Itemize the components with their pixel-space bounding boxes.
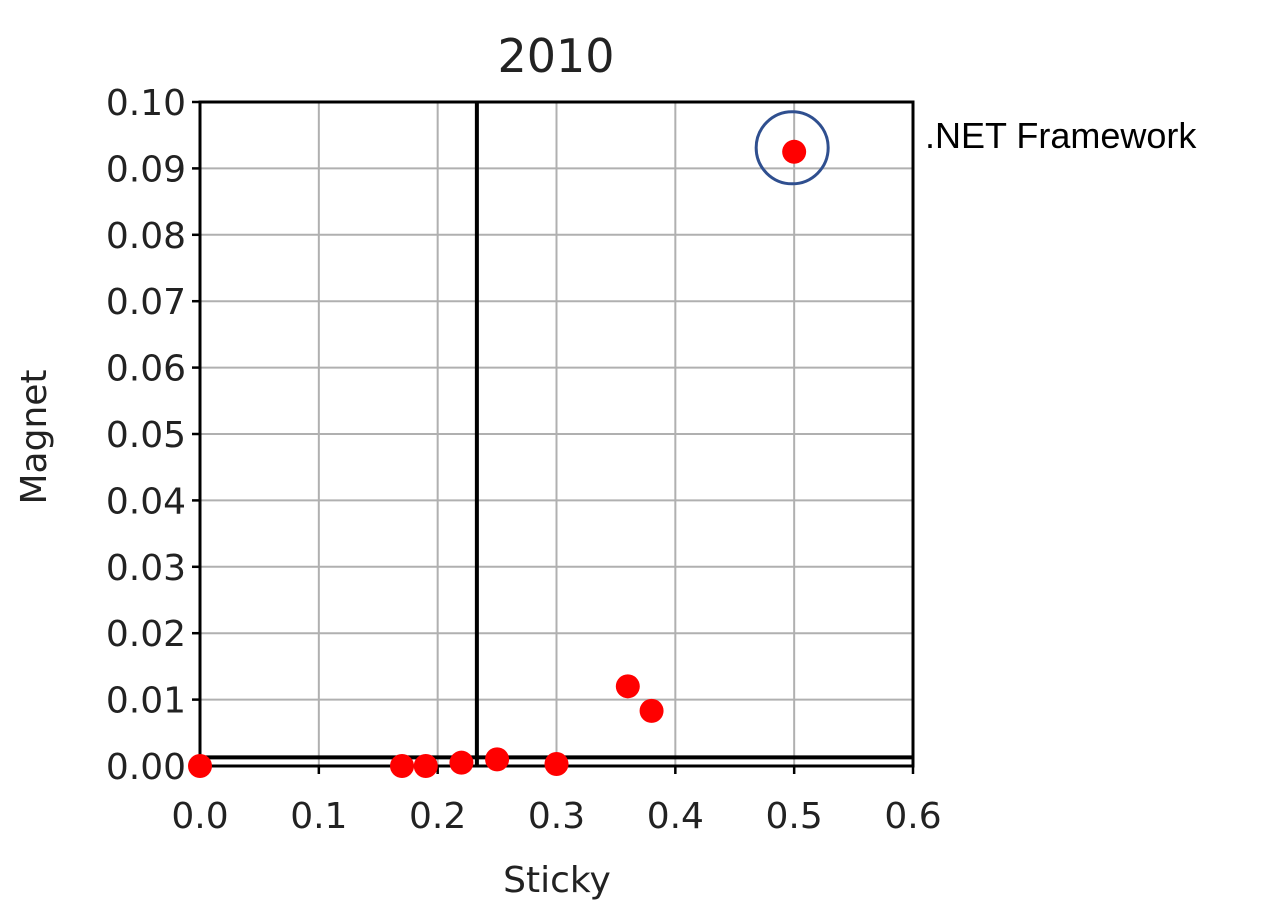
x-tick-label: 0.1 [290,796,347,837]
y-tick-label: 0.03 [106,548,186,589]
data-point [639,698,664,723]
y-tick-label: 0.01 [106,681,186,722]
x-tick-label: 0.2 [409,796,466,837]
data-point [782,139,807,164]
annotation-group: .NET Framework [754,110,1197,186]
data-points [188,139,807,778]
y-tick-label: 0.00 [106,747,186,788]
x-tick-label: 0.6 [884,796,941,837]
x-axis-label: Sticky [503,860,611,901]
y-tick-label: 0.02 [106,614,186,655]
x-tick-label: 0.4 [647,796,704,837]
highlight-circle [754,110,830,186]
y-tick-label: 0.05 [106,415,186,456]
y-tick-label: 0.04 [106,481,186,522]
y-axis-label: Magnet [14,369,55,504]
data-point [390,754,415,778]
y-tick-label: 0.09 [106,149,186,190]
data-point [485,747,510,772]
grid-lines [199,101,914,767]
axis-ticks: 0.0 0.1 0.2 0.3 0.4 0.5 0.6 0.00 0.01 0.02 0.03 0.0… [106,83,942,837]
data-point [413,754,438,778]
data-point [544,752,569,777]
y-tick-label: 0.08 [106,216,186,257]
x-tick-label: 0.5 [766,796,823,837]
x-tick-label: 0.0 [171,796,228,837]
y-tick-label: 0.06 [106,349,186,390]
y-tick-label: 0.07 [106,282,186,323]
data-point [615,674,640,699]
data-point [449,750,474,775]
y-tick-label: 0.10 [106,83,186,124]
data-point [188,754,212,778]
chart-title: 2010 [497,29,614,83]
annotation-label: .NET Framework [925,115,1197,156]
x-tick-label: 0.3 [528,796,585,837]
